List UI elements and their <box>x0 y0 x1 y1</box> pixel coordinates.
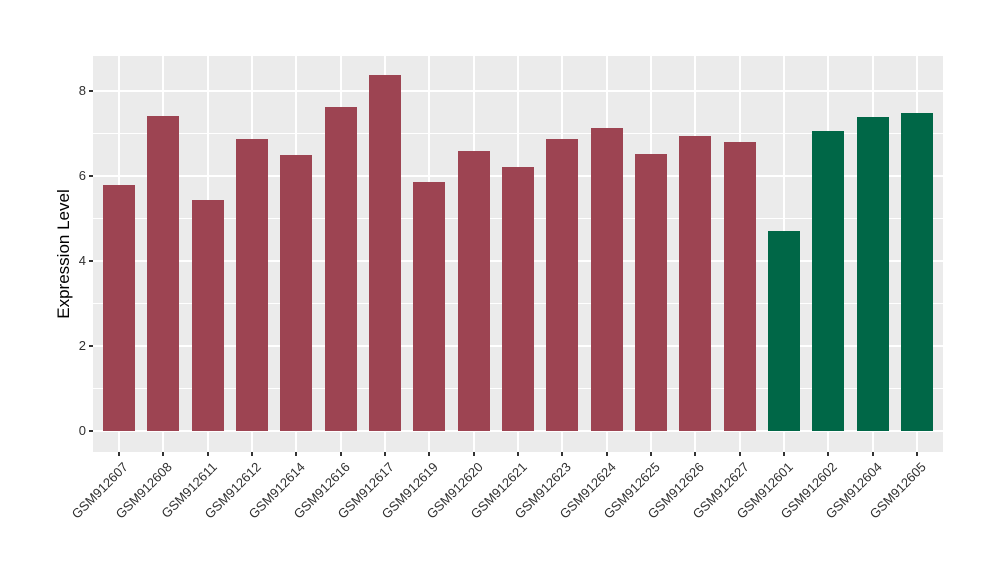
bar-GSM912625 <box>635 154 667 432</box>
bar-GSM912611 <box>191 199 224 432</box>
x-tick-mark <box>206 452 209 456</box>
x-tick-mark <box>650 452 652 456</box>
y-tick-label: 8 <box>78 82 86 98</box>
x-tick-mark <box>783 452 785 456</box>
bar-GSM912619 <box>413 181 446 432</box>
x-tick-mark <box>162 452 165 456</box>
bar-GSM912620 <box>457 150 490 432</box>
x-tick-mark <box>916 452 918 456</box>
bar-GSM912607 <box>103 184 135 432</box>
bar-GSM912608 <box>147 115 180 432</box>
bar-GSM912623 <box>546 139 579 432</box>
bar-GSM912616 <box>324 106 357 432</box>
bar-GSM912627 <box>723 142 756 432</box>
x-tick-mark <box>251 452 253 456</box>
bar-GSM912614 <box>280 155 313 432</box>
y-tick-label: 2 <box>78 338 86 354</box>
x-tick-mark <box>561 452 564 456</box>
y-tick-label: 4 <box>78 253 86 269</box>
bar-GSM912602 <box>812 131 845 432</box>
y-tick-mark <box>89 174 93 177</box>
bar-GSM912624 <box>590 127 623 432</box>
y-tick-mark <box>89 345 93 348</box>
y-tick-label: 0 <box>78 423 86 439</box>
y-tick-mark <box>89 89 93 92</box>
y-tick-mark <box>89 430 93 433</box>
x-tick-mark <box>118 452 120 456</box>
bar-GSM912617 <box>369 74 401 432</box>
x-tick-mark <box>605 452 608 456</box>
bar-GSM912612 <box>236 138 268 432</box>
bar-GSM912626 <box>679 135 712 432</box>
x-tick-mark <box>295 452 298 456</box>
bar-GSM912621 <box>502 167 534 432</box>
x-tick-mark <box>738 452 741 456</box>
x-tick-mark <box>871 452 874 456</box>
x-tick-mark <box>339 452 342 456</box>
y-tick-label: 6 <box>78 167 86 183</box>
bar-GSM912601 <box>768 231 800 432</box>
x-tick-mark <box>384 452 386 456</box>
y-tick-mark <box>89 260 93 263</box>
bar-GSM912604 <box>856 116 889 432</box>
bar-GSM912605 <box>901 113 933 432</box>
x-tick-mark <box>428 452 431 456</box>
x-tick-mark <box>517 452 519 456</box>
plot-panel <box>93 56 943 452</box>
x-tick-mark <box>694 452 697 456</box>
x-tick-mark <box>827 452 830 456</box>
x-tick-mark <box>472 452 475 456</box>
